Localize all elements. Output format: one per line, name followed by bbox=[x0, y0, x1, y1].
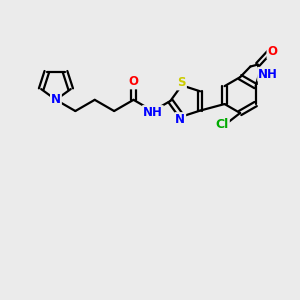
Text: NH: NH bbox=[258, 68, 278, 81]
Text: N: N bbox=[51, 93, 61, 106]
Text: O: O bbox=[268, 45, 278, 58]
Text: NH: NH bbox=[143, 106, 163, 119]
Text: N: N bbox=[175, 113, 185, 126]
Text: S: S bbox=[178, 76, 186, 89]
Text: O: O bbox=[128, 75, 139, 88]
Text: Cl: Cl bbox=[216, 118, 229, 131]
